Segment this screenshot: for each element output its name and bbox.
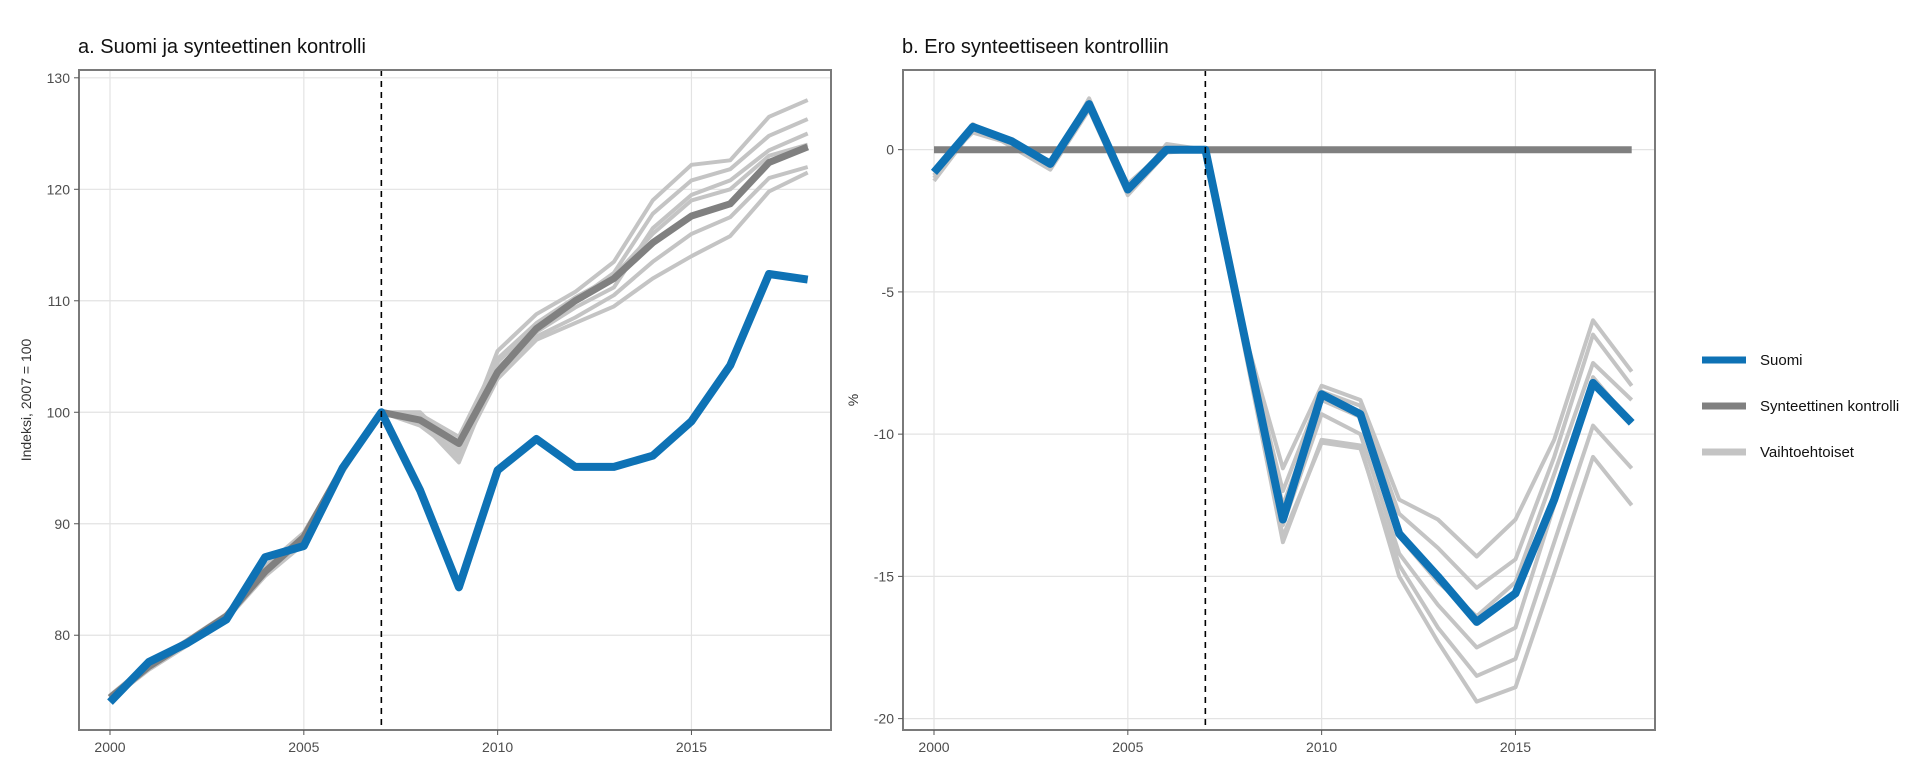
panel-b-border [902, 69, 1656, 731]
panel-b-x-ticks: 2000 2005 2010 2015 [918, 730, 1531, 755]
panel-a-y-tick-label: 130 [47, 70, 71, 86]
panel-b-x-tick-label: 2000 [918, 739, 949, 755]
panel-b-y-tick-label: -10 [874, 426, 894, 442]
panel-a-x-tick-label: 2000 [94, 739, 125, 755]
panel-a-x-tick-label: 2010 [482, 739, 513, 755]
panel-a-x-tick-label: 2005 [288, 739, 319, 755]
legend: Suomi Synteettinen kontrolli Vaihtoehtoise… [1702, 352, 1899, 461]
panel-a-x-ticks: 2000 2005 2010 2015 [94, 730, 707, 755]
panel-b-alternative-line [932, 105, 1634, 704]
panel-a-series-lines [107, 143, 810, 705]
panel-b-alternative-lines [932, 96, 1634, 704]
panel-a-x-tick-label: 2015 [676, 739, 707, 755]
panel-b-x-tick-label: 2010 [1306, 739, 1337, 755]
panel-b-x-tick-label: 2015 [1500, 739, 1531, 755]
panel-b-x-tick-label: 2005 [1112, 739, 1143, 755]
panel-b-suomi-line [930, 100, 1635, 626]
panel-a-y-tick-label: 100 [47, 404, 71, 420]
panel-b-y-tick-label: 0 [886, 142, 894, 158]
panel-b-title: b. Ero synteettiseen kontrolliin [902, 36, 1169, 58]
panel-a-y-tick-label: 80 [54, 627, 70, 643]
panel-b-y-ticks: 0 -5 -10 -15 -20 [874, 142, 903, 727]
panel-a-y-tick-label: 90 [54, 516, 70, 532]
panel-a-y-tick-label: 120 [47, 181, 71, 197]
panel-b-y-tick-label: -15 [874, 568, 894, 584]
panel-a-suomi-line [107, 270, 809, 705]
panel-a-y-ticks: 80 90 100 110 120 130 [47, 70, 79, 643]
panel-a-title: a. Suomi ja synteettinen kontrolli [78, 36, 366, 58]
legend-label-3: Vaihtoehtoiset [1760, 444, 1855, 461]
panel-a-y-tick-label: 110 [48, 293, 71, 309]
panel-a-alternative-line [108, 131, 809, 700]
panel-b-grid [903, 70, 1655, 730]
panel-a-border [78, 69, 832, 731]
panel-b-alternative-line [932, 107, 1634, 650]
panel-b-y-axis-title: % [845, 394, 861, 406]
legend-label-1: Suomi [1760, 352, 1803, 369]
panel-b: b. Ero synteettiseen kontrolliin 2000 200… [845, 36, 1656, 755]
panel-a-y-axis-title: Indeksi, 2007 = 100 [18, 338, 34, 461]
panel-a-grid [79, 70, 831, 730]
panel-b-y-tick-label: -20 [874, 711, 894, 727]
legend-label-2: Synteettinen kontrolli [1760, 398, 1899, 415]
panel-b-series-lines [930, 100, 1635, 626]
panel-a: a. Suomi ja synteettinen kontrolli 2000 2… [18, 36, 832, 755]
panel-b-y-tick-label: -5 [882, 284, 895, 300]
